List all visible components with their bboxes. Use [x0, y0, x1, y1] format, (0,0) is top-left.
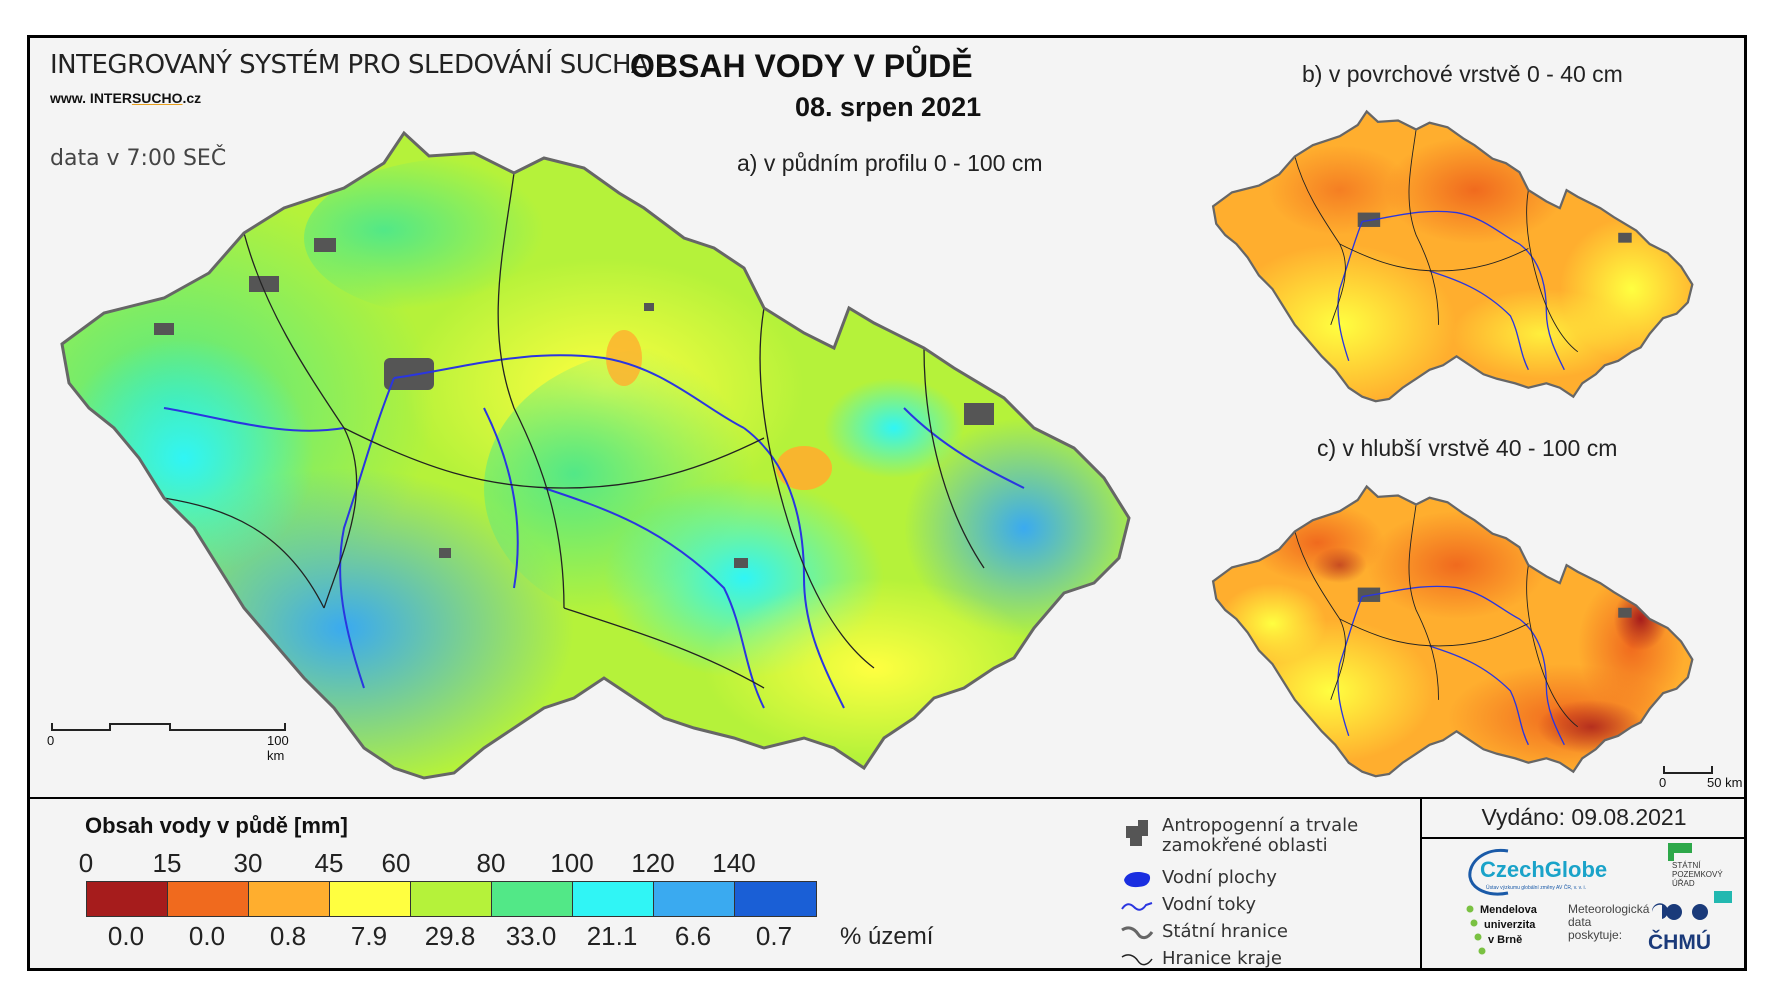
pct-4: 29.8: [424, 921, 476, 951]
urban-area-icon: [1126, 820, 1148, 846]
legend-urban-label: Antropogenní a trvale zamokřené oblasti: [1162, 815, 1359, 856]
mendelu-line-1: Mendelova: [1480, 904, 1537, 916]
mendelu-dots-icon: [1466, 905, 1486, 955]
website-suffix: .cz: [182, 90, 202, 106]
legend-color-bar: [86, 881, 817, 917]
main-date: 08. srpen 2021: [795, 92, 982, 122]
mendelu-line-2: univerzita: [1484, 919, 1536, 931]
pct-1: 0.0: [188, 921, 226, 951]
czechglobe-arc-icon: [1468, 848, 1509, 896]
website-brand: SUCHO: [131, 90, 183, 106]
chmu-symbol-icon: [1651, 903, 1708, 920]
legend-water-label: Vodní plochy: [1162, 867, 1277, 888]
map-surface-layer: [1211, 109, 1694, 403]
spu-mark-icon: [1714, 891, 1732, 903]
swatch-45-60: [330, 882, 411, 916]
swatch-80-100: [492, 882, 573, 916]
issuer-box: Vydáno: 09.08.2021 CzechGlobe Ústav výzk…: [1420, 797, 1746, 968]
pct-0: 0.0: [107, 921, 145, 951]
legend-area-percent: 0.0 0.0 0.8 7.9 29.8 33.0 21.1 6.6 0.7: [86, 921, 846, 951]
system-title: INTEGROVANÝ SYSTÉM PRO SLEDOVÁNÍ SUCHA: [50, 50, 649, 80]
swatch-30-45: [249, 882, 330, 916]
meteo-data-label: Meteorologická data poskytuje:: [1568, 903, 1649, 942]
water-body-icon: [1124, 872, 1151, 888]
chmu-logo: ČHMÚ: [1648, 901, 1728, 961]
legend-water: Vodní plochy: [1120, 868, 1277, 890]
mendelu-logo: Mendelova univerzita v Brně: [1466, 903, 1566, 963]
scale-small-end: 50 km: [1707, 775, 1743, 790]
scale-bar-main: 0 100 km: [47, 723, 291, 763]
legend-region-border-label: Hranice kraje: [1162, 948, 1282, 969]
state-border-icon: [1121, 926, 1154, 940]
map-a-label: a) v půdním profilu 0 - 100 cm: [737, 150, 1043, 176]
spu-flag-icon: [1668, 843, 1692, 861]
issued-date: Vydáno: 09.08.2021: [1422, 797, 1746, 839]
spu-logo: STÁTNÍ POZEMKOVÝ ÚŘAD: [1668, 843, 1732, 903]
scale-bar-small: 0 50 km: [1659, 766, 1753, 796]
legend-state-border-label: Státní hranice: [1162, 921, 1288, 942]
percent-unit: % území: [840, 923, 934, 950]
main-title: OBSAH VODY V PŮDĚ: [630, 48, 973, 84]
chmu-name: ČHMÚ: [1648, 931, 1711, 954]
break-3: 45: [314, 848, 344, 878]
map-c-label: c) v hlubší vrstvě 40 - 100 cm: [1317, 435, 1618, 461]
maps-panel: INTEGROVANÝ SYSTÉM PRO SLEDOVÁNÍ SUCHA w…: [30, 38, 1744, 799]
break-1: 15: [152, 848, 182, 878]
scale-main-end: 100 km: [267, 733, 289, 763]
map-b-label: b) v povrchové vrstvě 0 - 40 cm: [1302, 61, 1623, 87]
legend-class-breaks: 0 15 30 45 60 80 100 120 140: [79, 848, 846, 878]
czechglobe-logo: CzechGlobe Ústav výzkumu globální změny …: [1464, 845, 1608, 897]
legend-region-border: Hranice kraje: [1120, 949, 1282, 971]
spu-line-3: ÚŘAD: [1672, 879, 1695, 888]
swatch-15-30: [168, 882, 249, 916]
pct-8: 0.7: [755, 921, 793, 951]
legend-state-border: Státní hranice: [1120, 922, 1288, 944]
break-6: 100: [550, 848, 594, 878]
pct-6: 21.1: [586, 921, 638, 951]
meteo-line-2: data: [1568, 915, 1592, 929]
meteo-line-1: Meteorologická: [1568, 902, 1650, 916]
swatch-0-15: [87, 882, 168, 916]
spu-line-1: STÁTNÍ: [1672, 861, 1701, 870]
break-2: 30: [233, 848, 263, 878]
spu-line-2: POZEMKOVÝ: [1672, 870, 1723, 879]
website-prefix: www. INTER: [50, 90, 132, 106]
website-link[interactable]: www. INTERSUCHO.cz: [50, 90, 201, 106]
map-deep-layer: [1211, 484, 1694, 778]
break-5: 80: [476, 848, 506, 878]
legend-river-label: Vodní toky: [1162, 894, 1256, 915]
region-border-icon: [1121, 954, 1153, 966]
data-time: data v 7:00 SEČ: [50, 146, 227, 171]
swatch-140-plus: [735, 882, 816, 916]
czechglobe-name: CzechGlobe: [1480, 857, 1608, 882]
symbol-legend: Antropogenní a trvale zamokřené oblasti …: [1120, 806, 1420, 991]
scale-small-start: 0: [1659, 775, 1667, 790]
meteo-line-3: poskytuje:: [1568, 928, 1623, 942]
pct-3: 7.9: [350, 921, 388, 951]
swatch-60-80: [411, 882, 492, 916]
scale-main-start: 0: [47, 733, 55, 748]
river-icon: [1121, 902, 1153, 911]
mendelu-line-3: v Brně: [1488, 934, 1523, 946]
legend-urban: Antropogenní a trvale zamokřené oblasti: [1120, 816, 1362, 856]
pct-7: 6.6: [674, 921, 712, 951]
break-4: 60: [381, 848, 411, 878]
legend-title: Obsah vody v půdě [mm]: [85, 813, 348, 838]
map-frame: INTEGROVANÝ SYSTÉM PRO SLEDOVÁNÍ SUCHA w…: [27, 35, 1747, 971]
pct-2: 0.8: [269, 921, 307, 951]
czechglobe-subtitle: Ústav výzkumu globální změny AV ČR, v. v…: [1486, 885, 1587, 891]
break-0: 0: [78, 848, 94, 878]
break-8: 140: [712, 848, 756, 878]
swatch-100-120: [573, 882, 654, 916]
break-7: 120: [631, 848, 675, 878]
legend-river: Vodní toky: [1120, 895, 1256, 917]
map-full-profile: [60, 130, 1131, 780]
pct-5: 33.0: [505, 921, 557, 951]
swatch-120-140: [654, 882, 735, 916]
